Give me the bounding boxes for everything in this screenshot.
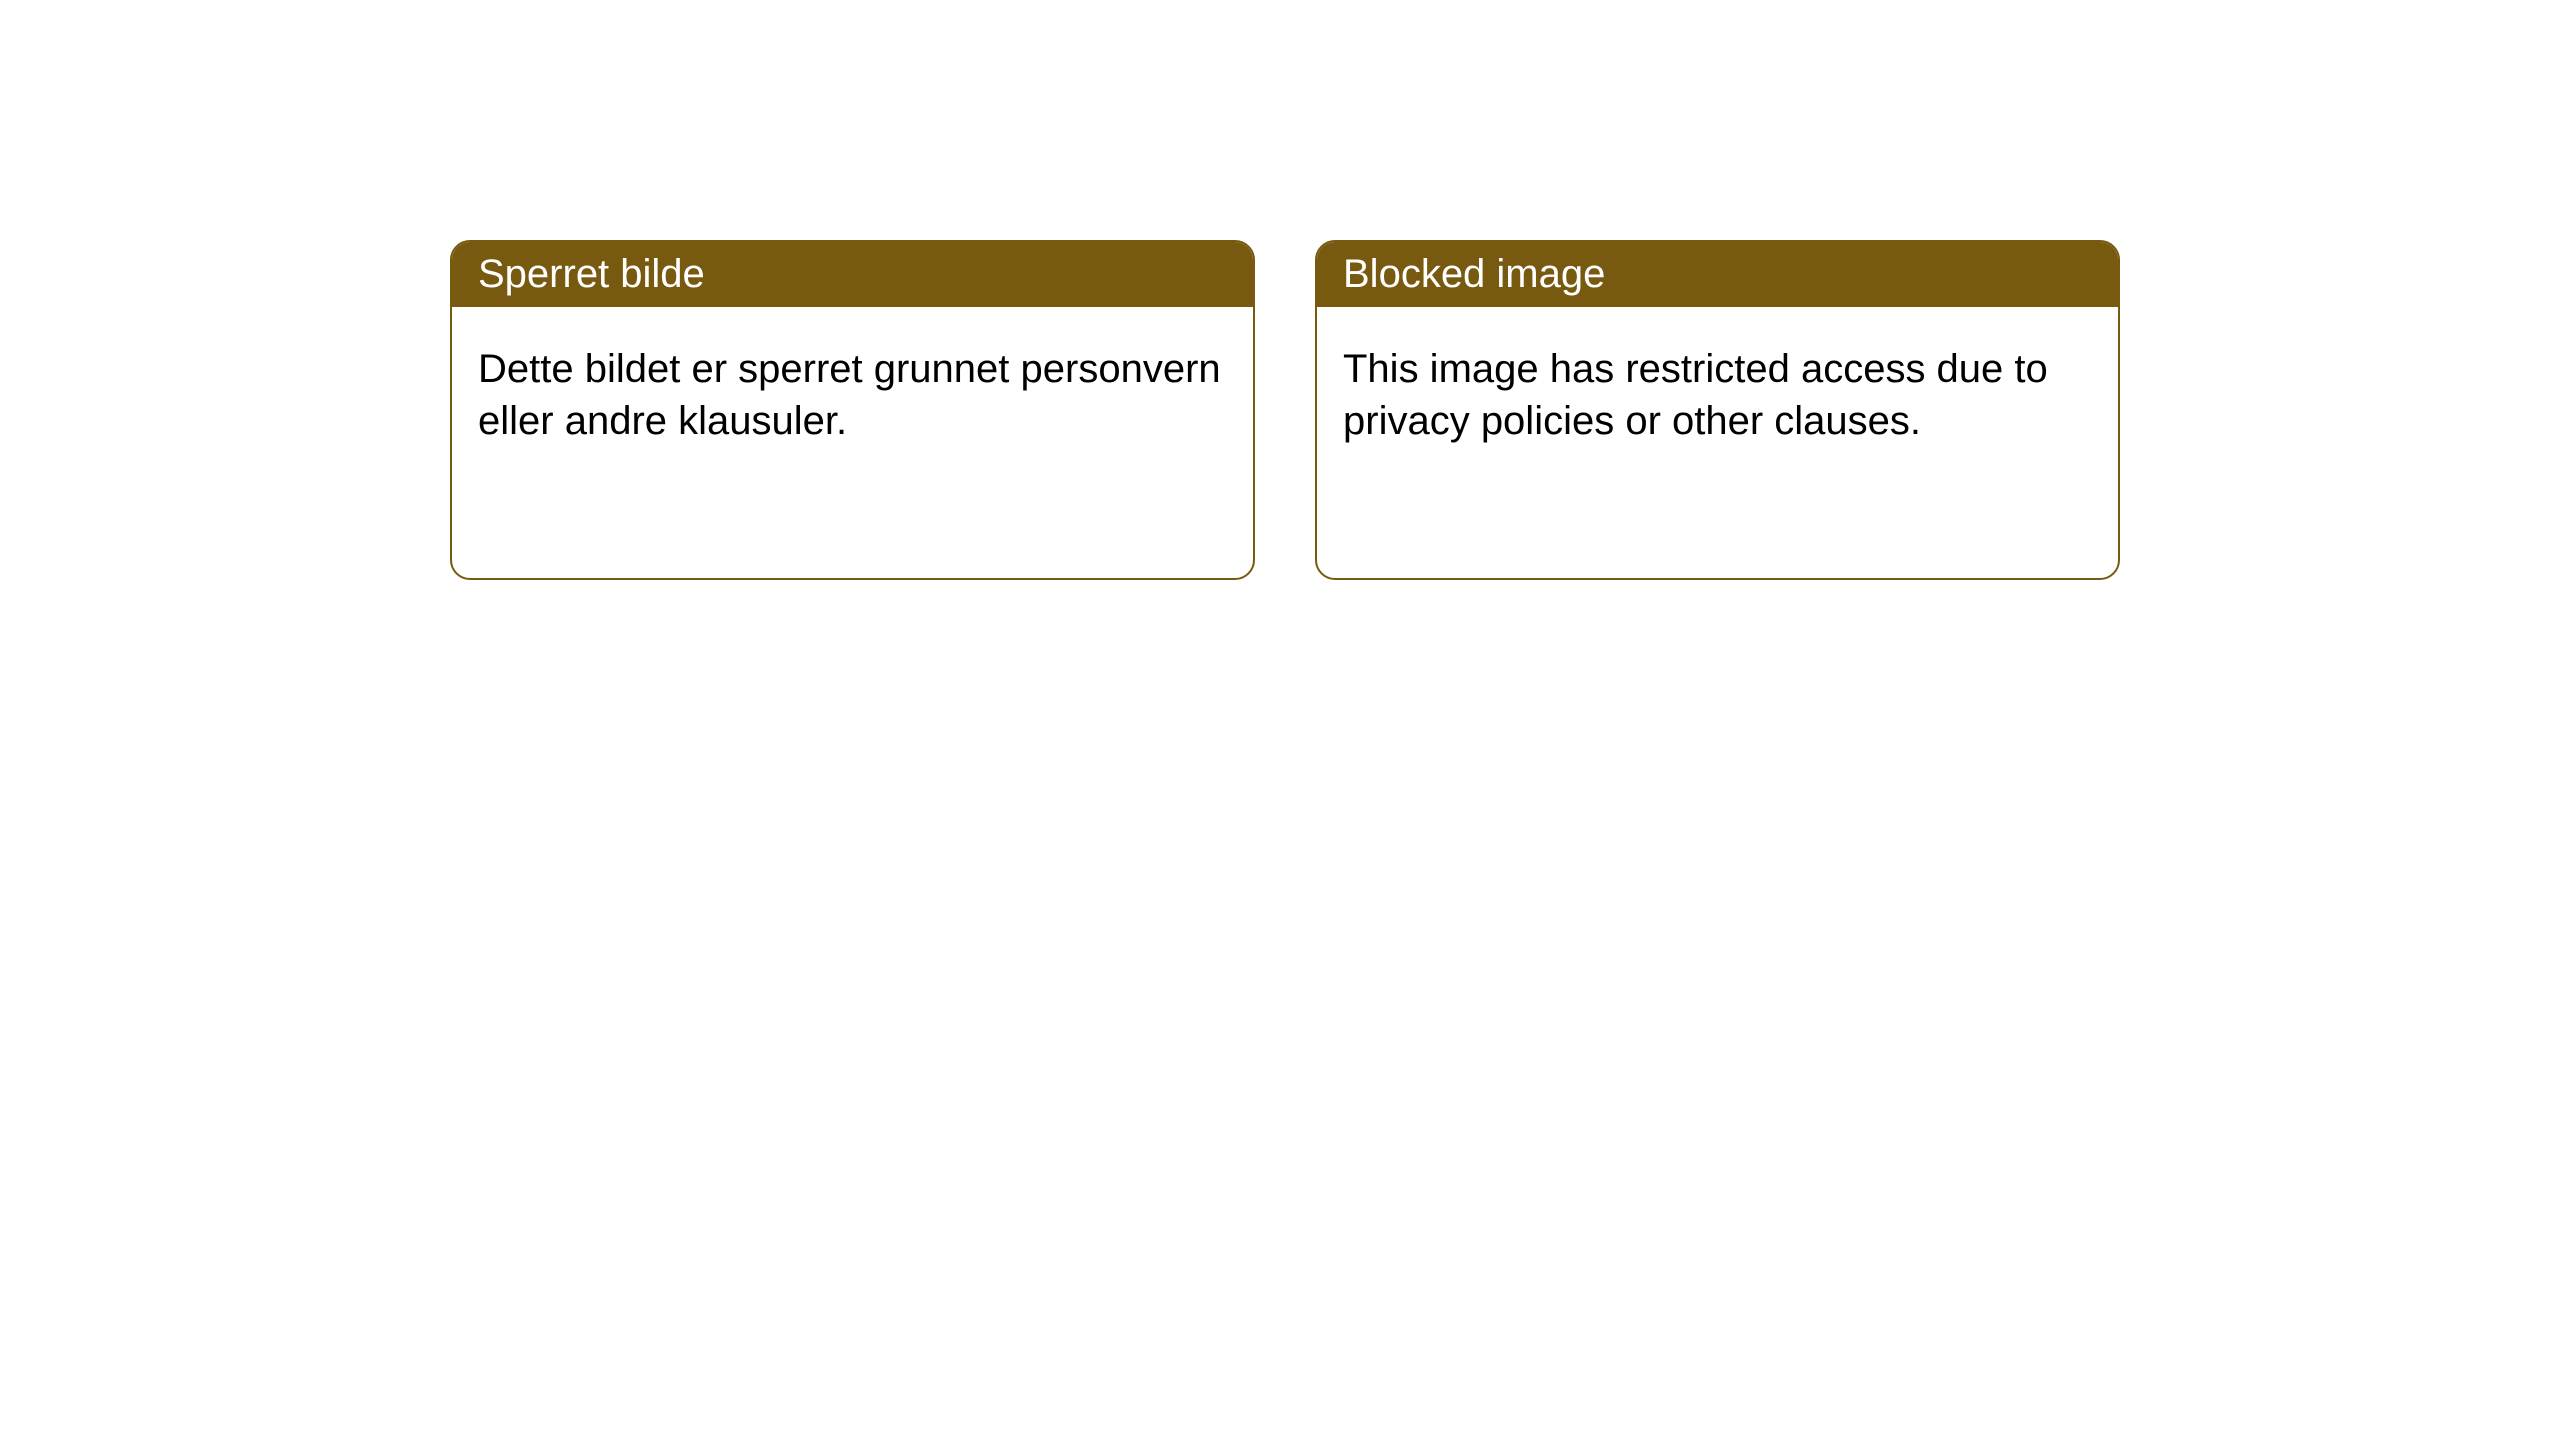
card-header: Sperret bilde (452, 242, 1253, 307)
card-header-text: Sperret bilde (478, 252, 705, 296)
card-header-text: Blocked image (1343, 252, 1605, 296)
card-header: Blocked image (1317, 242, 2118, 307)
card-body: This image has restricted access due to … (1317, 307, 2118, 483)
card-body: Dette bildet er sperret grunnet personve… (452, 307, 1253, 483)
card-body-text: This image has restricted access due to … (1343, 347, 2048, 443)
notice-container: Sperret bilde Dette bildet er sperret gr… (0, 0, 2560, 580)
notice-card-english: Blocked image This image has restricted … (1315, 240, 2120, 580)
card-body-text: Dette bildet er sperret grunnet personve… (478, 347, 1221, 443)
notice-card-norwegian: Sperret bilde Dette bildet er sperret gr… (450, 240, 1255, 580)
